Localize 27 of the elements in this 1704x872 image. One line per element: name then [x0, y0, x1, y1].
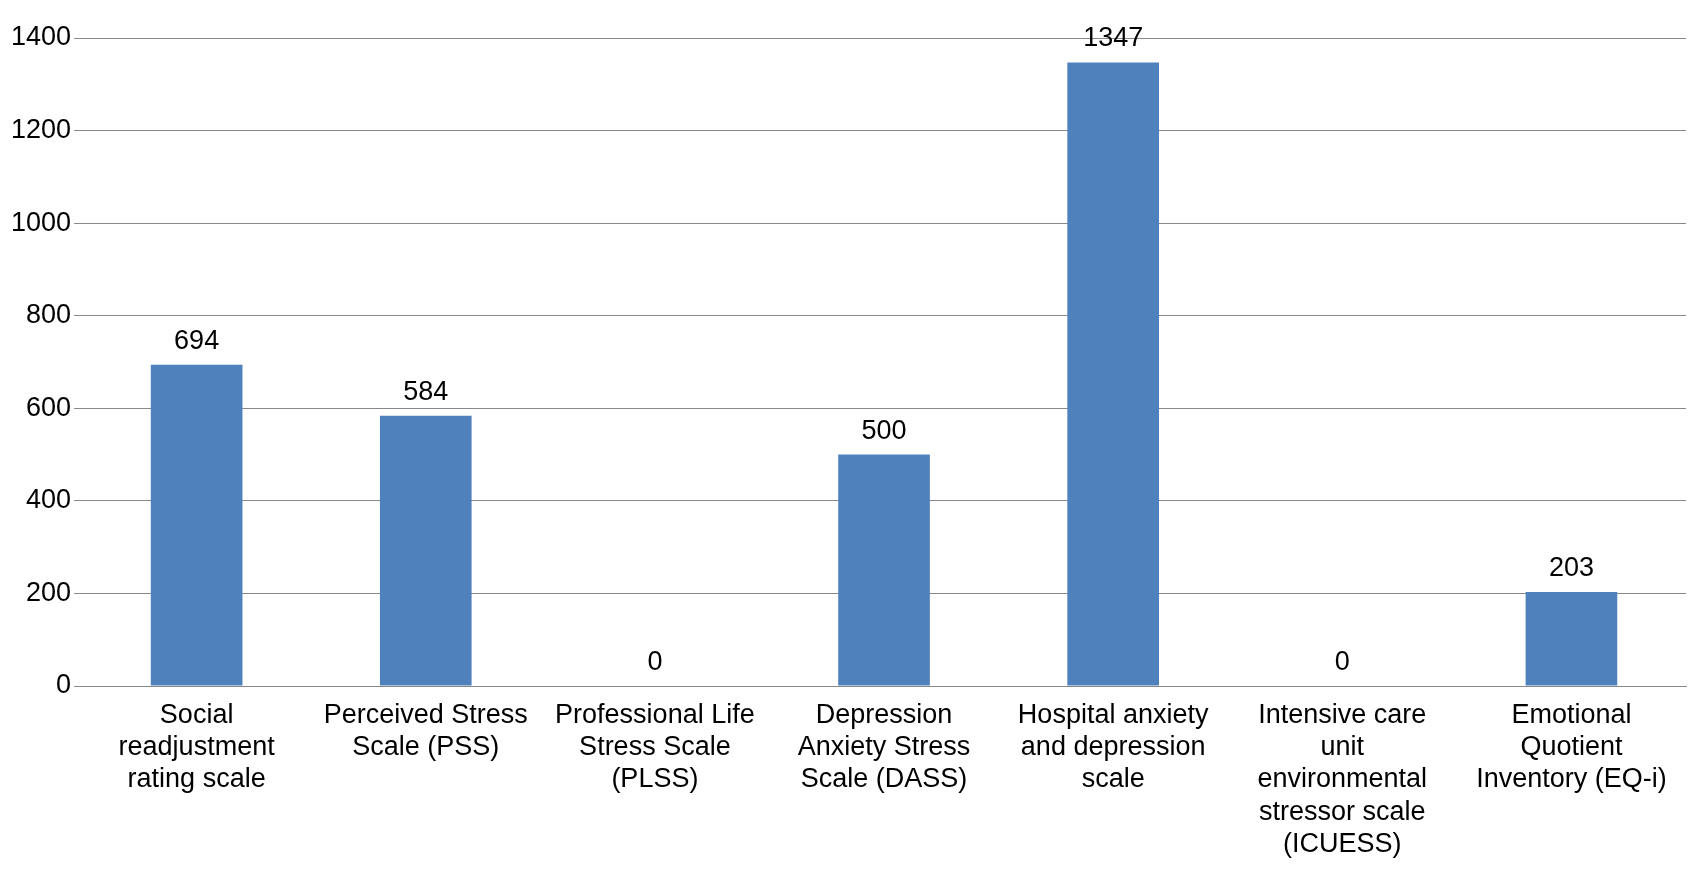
data-label: 203: [1548, 551, 1594, 582]
y-tick-label: 800: [26, 299, 72, 330]
x-tick-label: Social readjustment rating scale: [118, 698, 276, 794]
bar: [1525, 592, 1618, 686]
y-tick-label: 0: [56, 669, 72, 700]
x-tick-label: Emotional Quotient Inventory (EQ-i): [1476, 698, 1667, 794]
x-tick-label: Depression Anxiety Stress Scale (DASS): [797, 698, 971, 794]
bar: [379, 415, 472, 686]
y-tick-label: 200: [26, 576, 72, 607]
y-tick-label: 1400: [10, 21, 72, 52]
data-label: 584: [403, 375, 449, 406]
y-tick-label: 1200: [10, 114, 72, 145]
y-tick-label: 400: [26, 484, 72, 515]
data-label: 0: [647, 645, 663, 676]
y-tick-label: 600: [26, 391, 72, 422]
x-tick-label: Perceived Stress Scale (PSS): [323, 698, 528, 762]
data-label: 694: [174, 324, 220, 355]
data-label: 500: [861, 414, 907, 445]
bar: [838, 454, 930, 686]
x-tick-label: Hospital anxiety and depression scale: [1017, 698, 1209, 794]
data-label: 0: [1334, 645, 1350, 676]
x-tick-label: Professional Life Stress Scale (PLSS): [555, 698, 755, 794]
bar: [1067, 62, 1159, 686]
data-label: 1347: [1083, 22, 1144, 53]
y-tick-label: 1000: [10, 206, 72, 237]
bar: [150, 364, 243, 686]
x-tick-label: Intensive care unit environmental stressor scale (ICUESS): [1257, 698, 1428, 859]
